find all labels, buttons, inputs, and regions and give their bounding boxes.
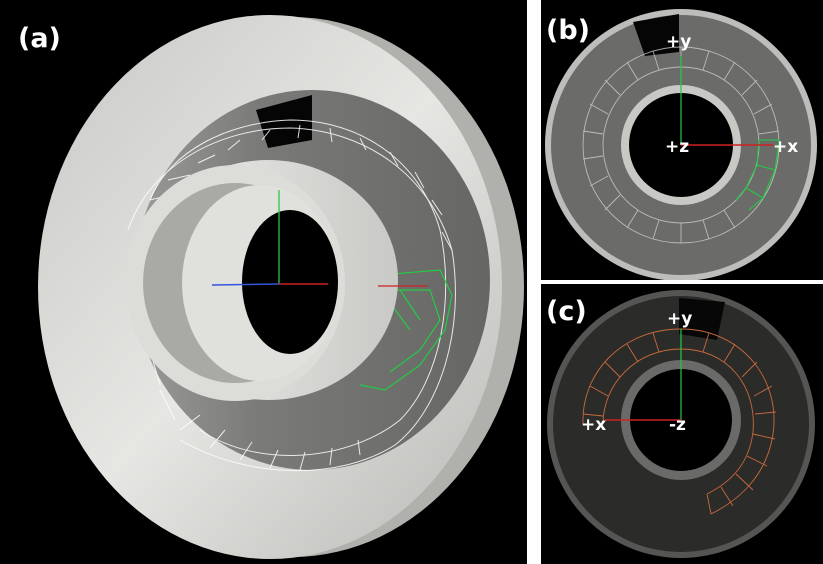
wireframe-green [359,269,453,391]
panel-b-drawing: +y +z +x [545,9,817,280]
axis-label-x: +x [581,415,606,435]
panel-c-drawing: +y +x -z [547,290,815,558]
axis-label-z: +z [665,137,689,157]
top-notch [633,14,679,56]
axis-label-y: +y [666,32,691,52]
axis-label-y: +y [667,309,692,329]
panel-b-label: (b) [546,15,591,46]
axis-z-line [211,283,280,286]
panel-a-drawing [38,15,524,559]
wireframe-green [735,139,780,211]
panel-b: +y +z +x (b) [541,0,823,280]
panel-c-label: (c) [546,296,587,327]
axis-label-z: -z [669,415,686,435]
panel-c: +y +x -z (c) [541,284,823,564]
axis-label-x: +x [773,137,798,157]
tube-hole [242,210,338,354]
panel-a: (a) [0,0,527,564]
wireframe-orange [582,328,777,515]
panel-a-label: (a) [18,23,61,54]
